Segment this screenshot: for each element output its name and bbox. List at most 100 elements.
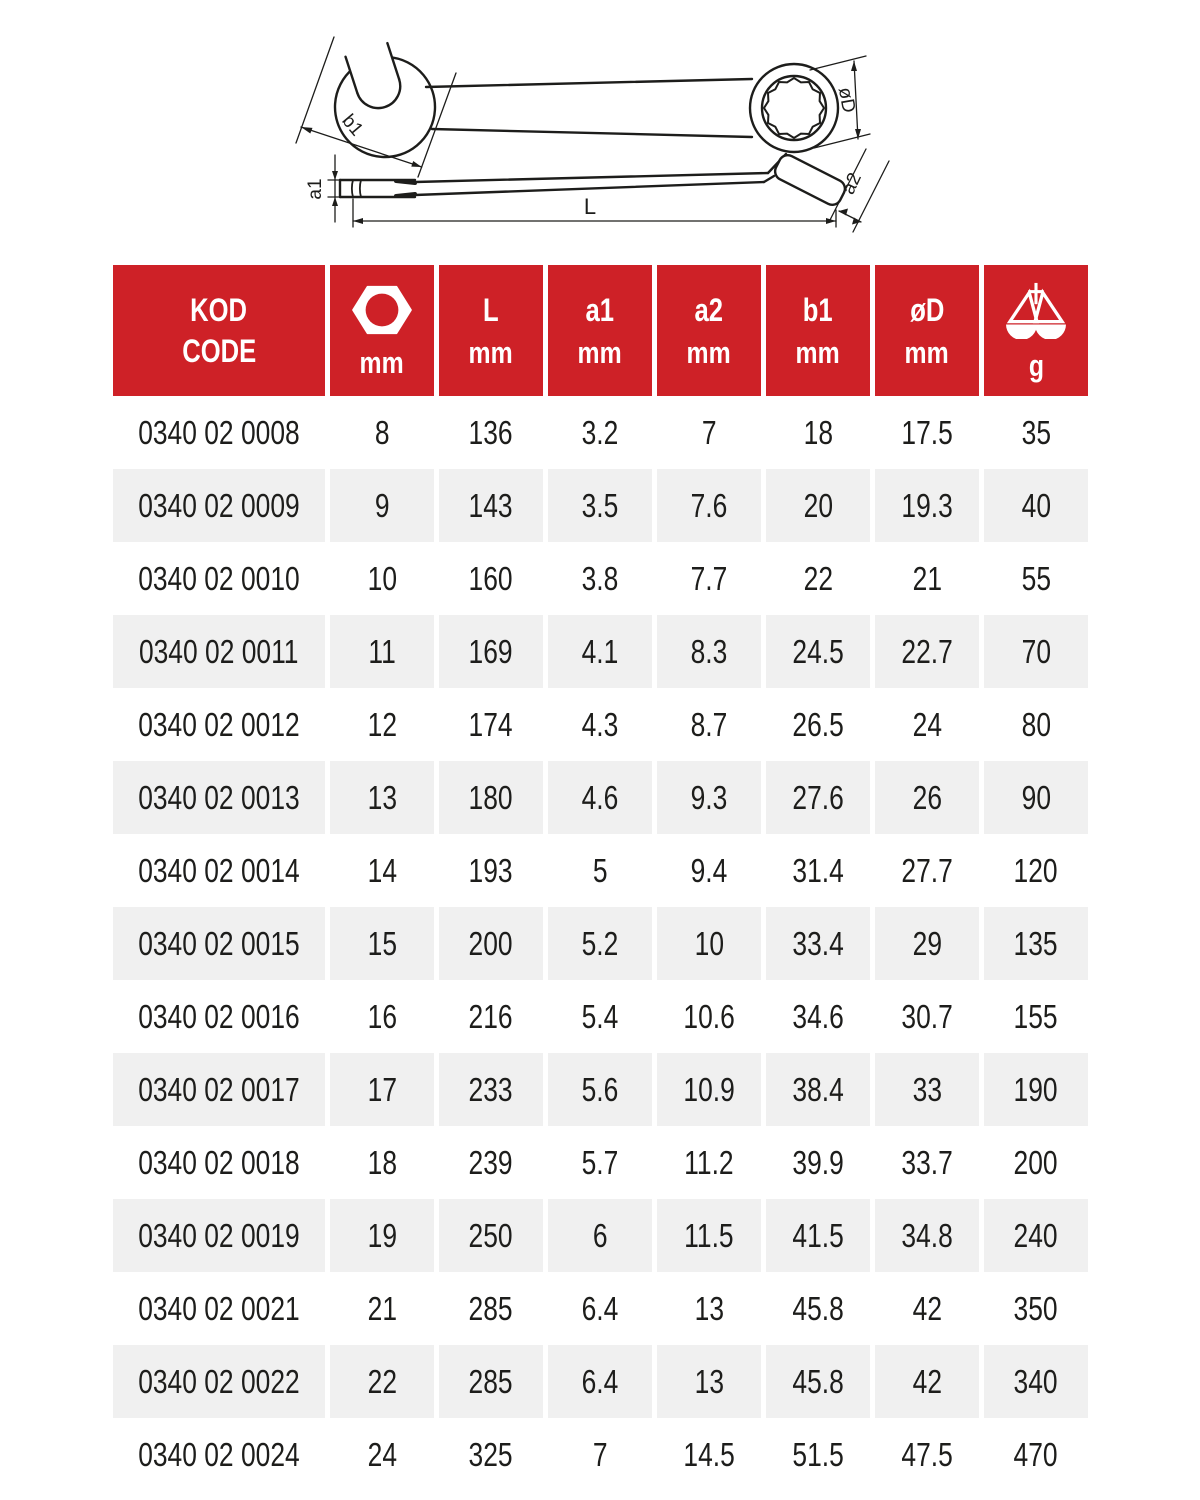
table-row: 0340 02 0012 12 174 4.3 8.7 26.5 24 80 bbox=[113, 688, 1088, 761]
value-cell: 40 bbox=[984, 469, 1088, 542]
value-cell: 160 bbox=[468, 559, 514, 597]
col-header-weight: g bbox=[984, 265, 1088, 396]
value-cell: 180 bbox=[439, 761, 543, 834]
table-row: 0340 02 0015 15 200 5.2 10 33.4 29 135 bbox=[113, 907, 1088, 980]
value-cell: 15 bbox=[330, 907, 434, 980]
code-cell: 0340 02 0018 bbox=[138, 1143, 300, 1181]
code-cell: 0340 02 0022 bbox=[113, 1345, 325, 1418]
value-cell: 47.5 bbox=[901, 1435, 953, 1473]
ring-end-top-view bbox=[748, 62, 840, 154]
col-header-size: mm bbox=[330, 265, 434, 396]
value-cell: 39.9 bbox=[792, 1143, 844, 1181]
value-cell: 285 bbox=[439, 1345, 543, 1418]
code-cell: 0340 02 0024 bbox=[138, 1435, 300, 1473]
code-cell: 0340 02 0013 bbox=[113, 761, 325, 834]
value-cell: 29 bbox=[875, 907, 979, 980]
value-cell: 340 bbox=[984, 1345, 1088, 1418]
table-row: 0340 02 0018 18 239 5.7 11.2 39.9 33.7 200 bbox=[113, 1126, 1088, 1199]
code-cell: 0340 02 0015 bbox=[113, 907, 325, 980]
value-cell: 216 bbox=[468, 997, 514, 1035]
value-cell: 45.8 bbox=[792, 1289, 844, 1327]
value-cell: 12 bbox=[367, 705, 397, 743]
table-row: 0340 02 0022 22 285 6.4 13 45.8 42 340 bbox=[113, 1345, 1088, 1418]
value-cell: 16 bbox=[367, 997, 397, 1035]
value-cell: 3.5 bbox=[548, 469, 652, 542]
value-cell: 42 bbox=[912, 1289, 942, 1327]
value-cell: 136 bbox=[468, 413, 514, 451]
value-cell: 13 bbox=[330, 761, 434, 834]
value-cell: 239 bbox=[468, 1143, 514, 1181]
value-cell: 70 bbox=[984, 615, 1088, 688]
code-cell: 0340 02 0017 bbox=[113, 1053, 325, 1126]
value-cell: 14 bbox=[367, 851, 397, 889]
value-cell: 174 bbox=[468, 705, 514, 743]
value-cell: 45.8 bbox=[766, 1345, 870, 1418]
value-cell: 7.7 bbox=[690, 559, 728, 597]
value-cell: 13 bbox=[657, 1345, 761, 1418]
value-cell: 22 bbox=[803, 559, 833, 597]
label-a1: a1 bbox=[305, 178, 326, 199]
value-cell: 41.5 bbox=[766, 1199, 870, 1272]
col-header-code: KOD CODE bbox=[113, 265, 325, 396]
value-cell: 155 bbox=[1013, 997, 1059, 1035]
value-cell: 135 bbox=[984, 907, 1088, 980]
value-cell: 7 bbox=[592, 1435, 608, 1473]
dimension-d bbox=[809, 55, 871, 149]
value-cell: 35 bbox=[1021, 413, 1051, 451]
table-row: 0340 02 0017 17 233 5.6 10.9 38.4 33 190 bbox=[113, 1053, 1088, 1126]
value-cell: 4.1 bbox=[548, 615, 652, 688]
value-cell: 8 bbox=[374, 413, 390, 451]
value-cell: 7 bbox=[701, 413, 717, 451]
value-cell: 3.2 bbox=[581, 413, 619, 451]
value-cell: 34.6 bbox=[792, 997, 844, 1035]
code-cell: 0340 02 0012 bbox=[138, 705, 300, 743]
value-cell: 5 bbox=[592, 851, 608, 889]
value-cell: 120 bbox=[1013, 851, 1059, 889]
code-cell: 0340 02 0011 bbox=[113, 615, 325, 688]
col-header-L: L mm bbox=[439, 265, 543, 396]
hex-nut-icon bbox=[351, 284, 413, 336]
value-cell: 11.5 bbox=[657, 1199, 761, 1272]
value-cell: 7.6 bbox=[657, 469, 761, 542]
dimension-a2 bbox=[829, 148, 890, 233]
value-cell: 200 bbox=[1013, 1143, 1059, 1181]
label-l: L bbox=[584, 194, 596, 219]
table-row: 0340 02 0016 16 216 5.4 10.6 34.6 30.7 155 bbox=[113, 980, 1088, 1053]
col-header-d: øD mm bbox=[875, 265, 979, 396]
value-cell: 6.4 bbox=[548, 1345, 652, 1418]
value-cell: 8.3 bbox=[657, 615, 761, 688]
table-row: 0340 02 0024 24 325 7 14.5 51.5 47.5 470 bbox=[113, 1418, 1088, 1491]
value-cell: 17.5 bbox=[901, 413, 953, 451]
header-code-line2: CODE bbox=[182, 333, 256, 369]
value-cell: 193 bbox=[468, 851, 514, 889]
value-cell: 17 bbox=[330, 1053, 434, 1126]
value-cell: 5.7 bbox=[581, 1143, 619, 1181]
value-cell: 285 bbox=[468, 1289, 514, 1327]
value-cell: 169 bbox=[439, 615, 543, 688]
value-cell: 10.9 bbox=[657, 1053, 761, 1126]
value-cell: 190 bbox=[984, 1053, 1088, 1126]
spec-table: KOD CODE mm bbox=[108, 265, 1093, 1491]
header-code-line1: KOD bbox=[190, 292, 248, 328]
table-header-row: KOD CODE mm bbox=[113, 265, 1088, 396]
table-row: 0340 02 0010 10 160 3.8 7.7 22 21 55 bbox=[113, 542, 1088, 615]
value-cell: 90 bbox=[984, 761, 1088, 834]
value-cell: 470 bbox=[1013, 1435, 1059, 1473]
value-cell: 250 bbox=[439, 1199, 543, 1272]
value-cell: 9.4 bbox=[690, 851, 728, 889]
value-cell: 21 bbox=[912, 559, 942, 597]
value-cell: 51.5 bbox=[792, 1435, 844, 1473]
value-cell: 22 bbox=[330, 1345, 434, 1418]
value-cell: 33 bbox=[875, 1053, 979, 1126]
table-row: 0340 02 0008 8 136 3.2 7 18 17.5 35 bbox=[113, 396, 1088, 469]
side-view bbox=[338, 152, 847, 207]
value-cell: 33.7 bbox=[901, 1143, 953, 1181]
value-cell: 21 bbox=[367, 1289, 397, 1327]
value-cell: 200 bbox=[439, 907, 543, 980]
value-cell: 5.6 bbox=[548, 1053, 652, 1126]
code-cell: 0340 02 0014 bbox=[138, 851, 300, 889]
value-cell: 233 bbox=[439, 1053, 543, 1126]
value-cell: 19 bbox=[330, 1199, 434, 1272]
value-cell: 143 bbox=[439, 469, 543, 542]
